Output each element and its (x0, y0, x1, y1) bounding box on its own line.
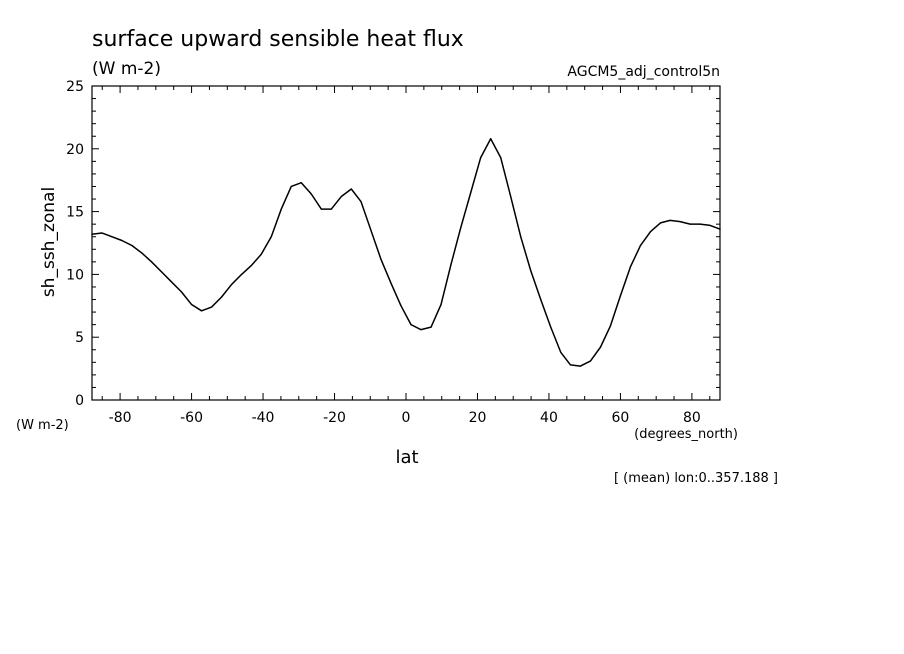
y-tick-label: 0 (75, 393, 84, 409)
x-axis-label: lat (395, 447, 418, 468)
data-point (490, 138, 492, 140)
series-group (91, 138, 721, 367)
x-axis-units: (degrees_north) (634, 427, 738, 442)
data-point (241, 273, 243, 275)
x-tick-label: 20 (469, 410, 487, 426)
x-tick-label: -60 (180, 410, 203, 426)
chart-units: (W m-2) (92, 59, 161, 79)
data-point (599, 346, 602, 348)
data-point (141, 252, 143, 254)
data-point (180, 291, 183, 293)
data-point (280, 208, 282, 210)
data-point (210, 306, 213, 308)
data-point (131, 244, 133, 247)
data-point (569, 364, 572, 366)
data-point (111, 236, 113, 238)
data-point (360, 200, 362, 203)
data-point (679, 221, 681, 223)
data-point (400, 305, 402, 307)
data-point (260, 253, 262, 255)
data-point (390, 282, 392, 284)
data-point (231, 283, 233, 286)
data-point (380, 258, 382, 260)
run-label: AGCM5_adj_control5n (567, 64, 720, 80)
data-point (540, 298, 542, 301)
data-point (121, 239, 123, 242)
y-axis-units: (W m-2) (16, 418, 69, 433)
plot-axes: -80 -60 -40 -20 0 20 40 60 80 0 5 10 15 20 25 (66, 79, 721, 426)
data-point (160, 271, 163, 273)
data-point (320, 208, 322, 210)
y-axis-label: sh_ssh_zonal (39, 187, 59, 297)
data-point (270, 236, 272, 238)
data-point (430, 326, 432, 328)
data-point (350, 188, 352, 190)
data-point (520, 236, 522, 238)
data-point (460, 227, 462, 229)
y-tick-label: 20 (66, 142, 84, 158)
data-point (510, 195, 512, 198)
data-point (480, 156, 482, 159)
x-tick-label: -40 (252, 410, 275, 426)
data-point (500, 156, 502, 159)
data-point (649, 231, 652, 233)
data-point (101, 232, 103, 234)
data-point (550, 326, 552, 328)
x-tick-label: 0 (402, 410, 411, 426)
footer-annotation: [ (mean) lon:0..357.188 ] (614, 471, 778, 486)
x-tick-label: -80 (109, 410, 132, 426)
data-point (619, 295, 622, 297)
data-point (689, 223, 691, 225)
series-line (91, 138, 721, 367)
data-point (420, 329, 422, 331)
data-point (659, 222, 662, 224)
data-point (440, 303, 442, 306)
data-point (410, 324, 412, 326)
data-point (250, 265, 252, 267)
data-point (709, 224, 711, 227)
data-point (300, 182, 302, 184)
data-point (190, 303, 193, 306)
data-point (560, 351, 562, 353)
y-tick-label: 25 (66, 79, 84, 95)
data-point (340, 195, 342, 198)
plot-frame (91, 85, 721, 401)
data-point (450, 263, 452, 265)
chart-title: surface upward sensible heat flux (92, 27, 464, 52)
data-point (290, 185, 292, 188)
y-tick-label: 10 (66, 267, 84, 283)
data-point (370, 229, 372, 232)
y-tick-label: 15 (66, 205, 84, 221)
data-point (639, 244, 642, 247)
data-point (669, 219, 671, 221)
data-point (220, 296, 223, 298)
data-point (699, 223, 701, 225)
data-point (330, 208, 332, 210)
data-point (310, 193, 312, 195)
data-point (609, 325, 612, 327)
data-point (589, 360, 592, 362)
data-point (170, 281, 173, 283)
data-point (629, 266, 632, 268)
data-point (579, 365, 582, 367)
x-tick-label: 80 (683, 410, 701, 426)
x-tick-label: 40 (540, 410, 558, 426)
data-point (150, 261, 153, 263)
data-point (530, 270, 532, 272)
x-tick-label: 60 (612, 410, 630, 426)
data-point (470, 192, 472, 194)
x-tick-label: -20 (323, 410, 346, 426)
data-point (91, 233, 93, 235)
data-point (200, 310, 203, 312)
data-point (719, 228, 721, 230)
y-tick-label: 5 (75, 330, 84, 346)
